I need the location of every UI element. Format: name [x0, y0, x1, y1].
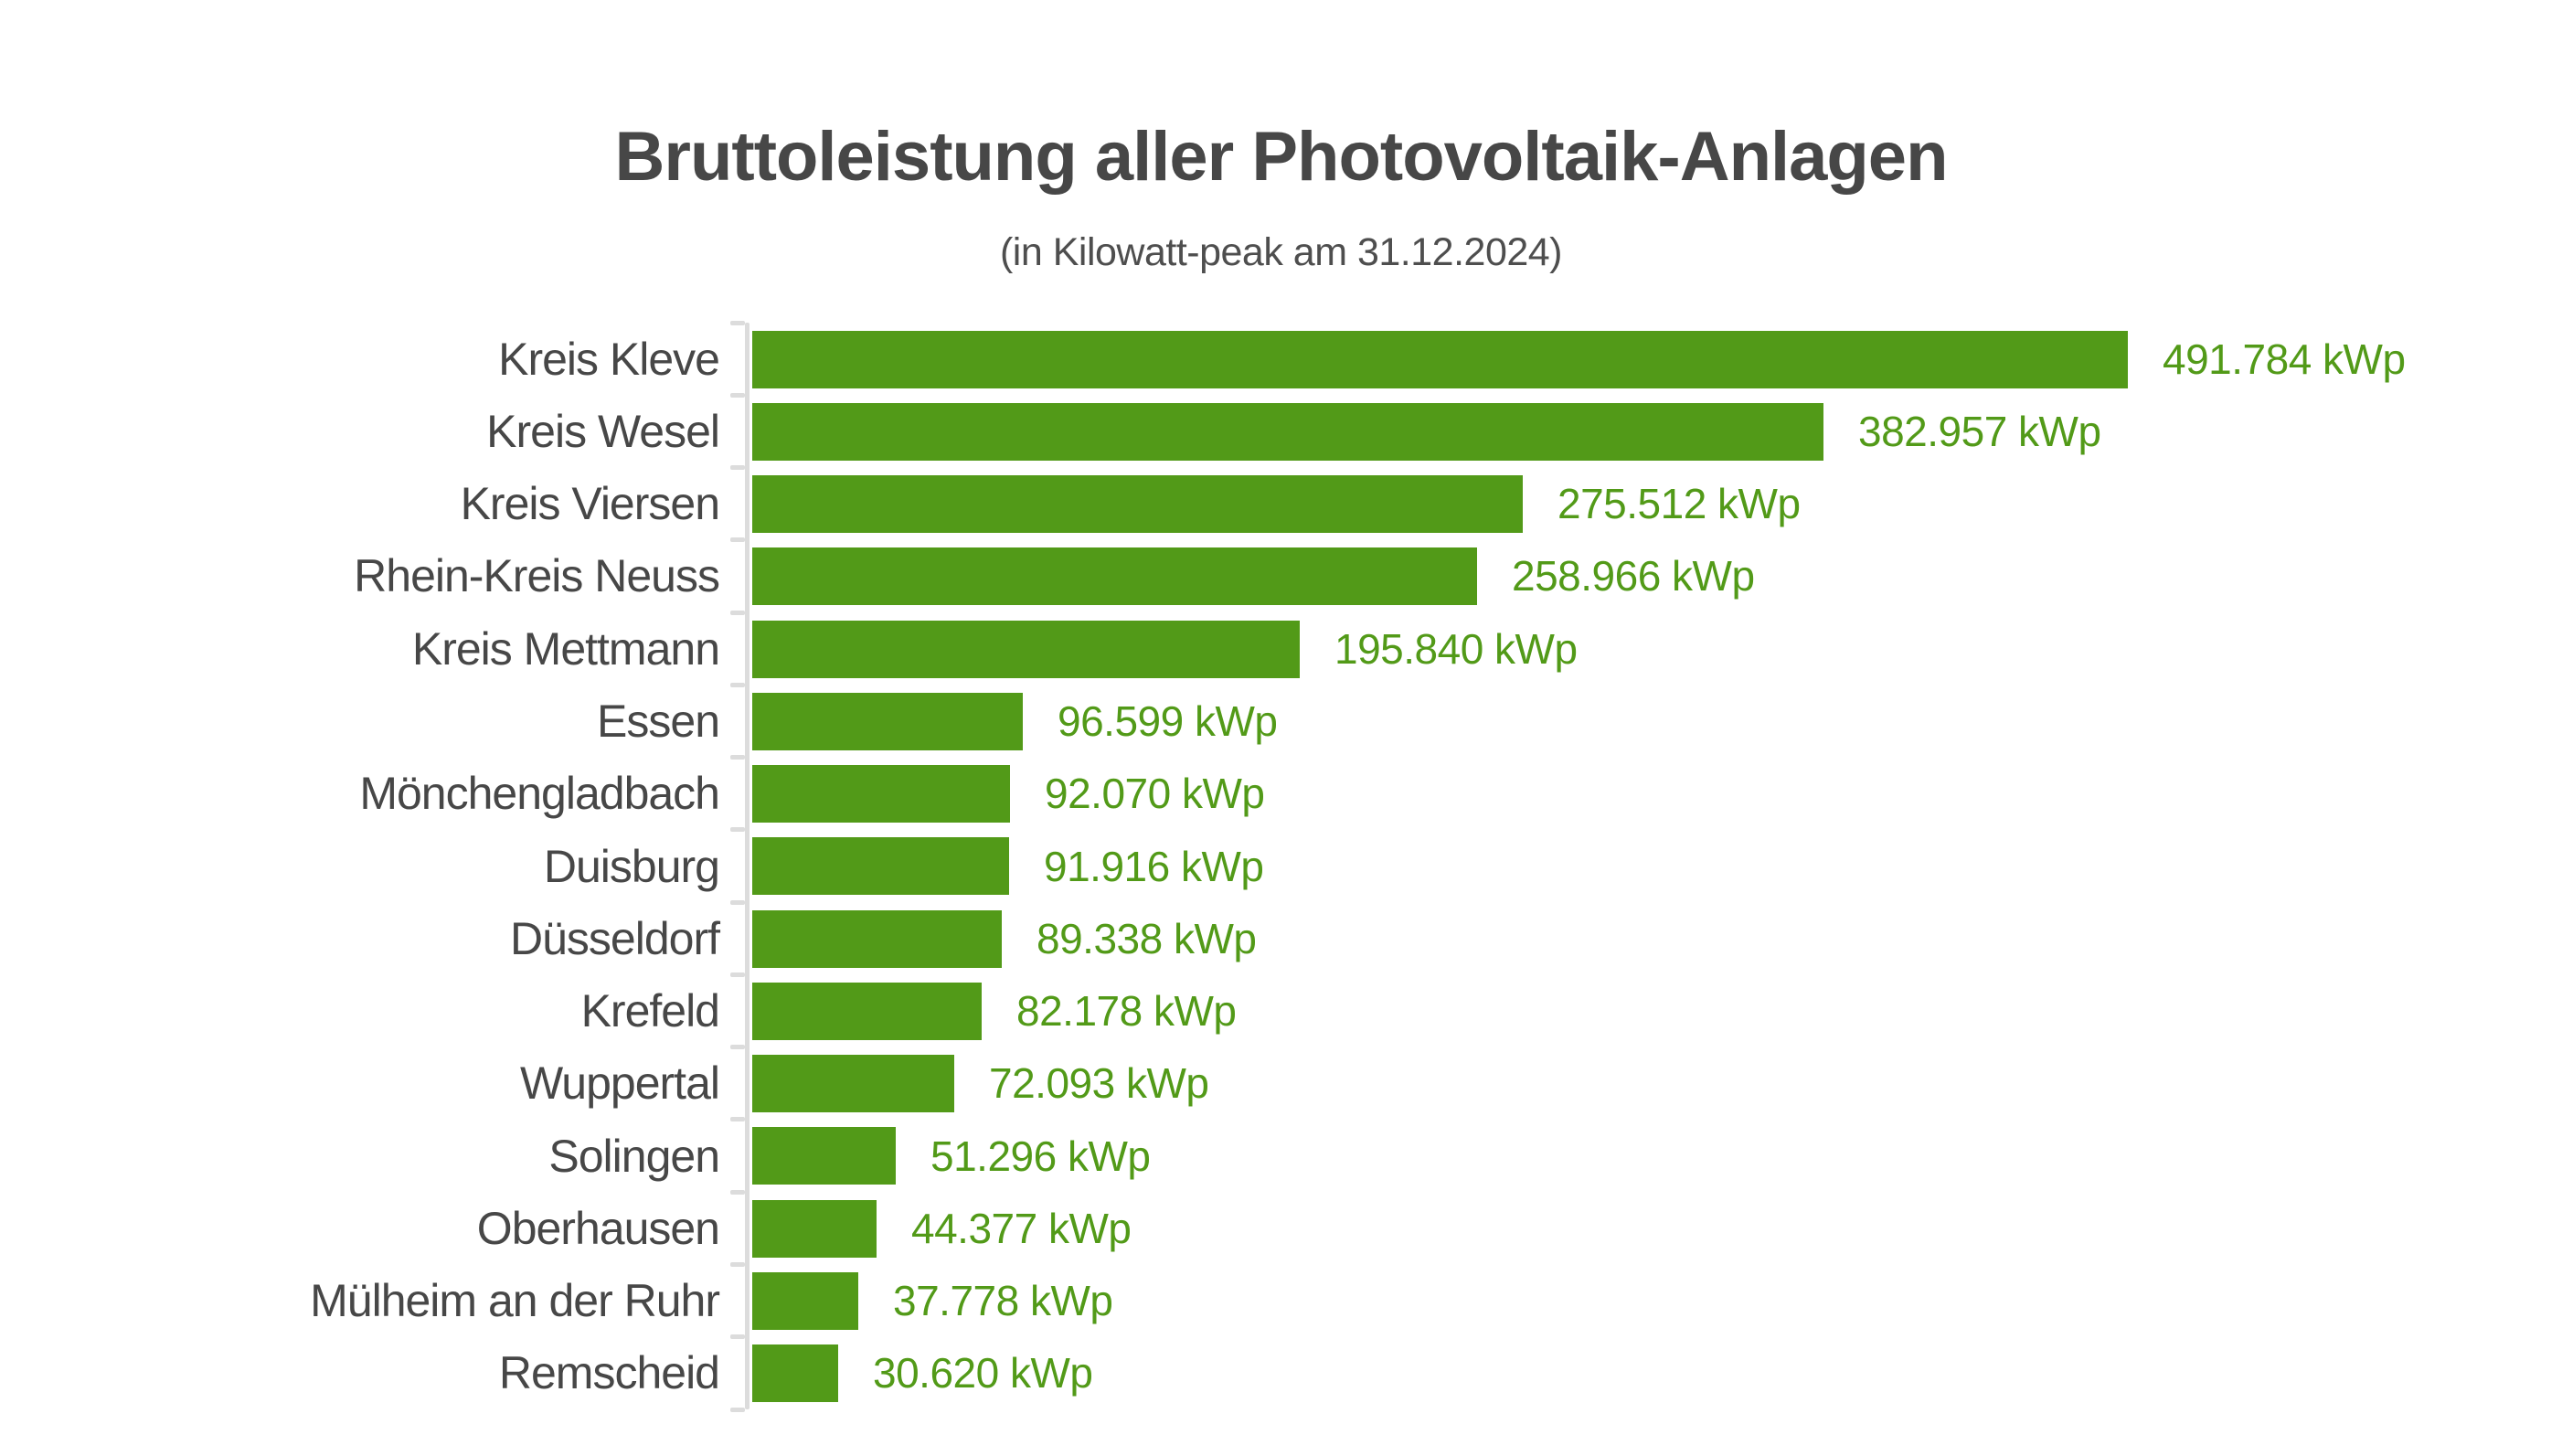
category-label: Kreis Kleve	[498, 333, 720, 385]
bar	[752, 547, 1477, 606]
bar	[752, 402, 1823, 461]
category-label: Mönchengladbach	[359, 768, 720, 820]
category-label: Rhein-Kreis Neuss	[354, 550, 720, 602]
axis-tick	[730, 1189, 745, 1195]
category-label: Duisburg	[543, 840, 720, 892]
category-label: Mülheim an der Ruhr	[310, 1275, 720, 1327]
value-label: 275.512 kWp	[1557, 480, 1801, 528]
value-label: 30.620 kWp	[873, 1349, 1093, 1398]
category-label: Essen	[597, 695, 720, 747]
category-label: Wuppertal	[520, 1057, 720, 1110]
value-label: 258.966 kWp	[1512, 552, 1755, 600]
bar	[752, 909, 1002, 968]
value-label: 89.338 kWp	[1036, 914, 1257, 962]
axis-tick	[730, 972, 745, 977]
bar	[752, 1344, 838, 1403]
category-label: Solingen	[548, 1130, 720, 1182]
axis-tick	[730, 610, 745, 615]
axis-tick	[730, 827, 745, 833]
category-label: Kreis Wesel	[486, 405, 720, 457]
category-label: Krefeld	[580, 985, 720, 1037]
bar	[752, 765, 1010, 824]
value-label: 195.840 kWp	[1334, 624, 1578, 673]
bar	[752, 692, 1023, 750]
bar	[752, 1272, 858, 1330]
axis-tick	[730, 682, 745, 687]
bar	[752, 1055, 954, 1113]
axis-tick	[730, 392, 745, 398]
bar	[752, 837, 1009, 896]
axis-tick	[730, 1334, 745, 1340]
category-label: Kreis Viersen	[460, 478, 720, 530]
axis-tick	[730, 1117, 745, 1122]
axis-tick	[730, 755, 745, 760]
category-label: Oberhausen	[476, 1202, 720, 1254]
axis-tick	[730, 320, 745, 325]
axis-tick	[730, 1045, 745, 1050]
axis-tick	[730, 465, 745, 471]
value-label: 91.916 kWp	[1044, 842, 1264, 890]
chart-title: Bruttoleistung aller Photovoltaik-Anlage…	[614, 118, 1949, 196]
value-label: 72.093 kWp	[989, 1059, 1209, 1108]
category-label: Kreis Mettmann	[411, 622, 720, 675]
axis-tick	[730, 899, 745, 905]
value-label: 96.599 kWp	[1058, 696, 1278, 745]
category-label: Düsseldorf	[510, 912, 720, 964]
axis-tick	[730, 537, 745, 543]
value-label: 92.070 kWp	[1045, 770, 1265, 818]
value-label: 382.957 kWp	[1858, 407, 2101, 455]
bar	[752, 982, 982, 1040]
value-label: 37.778 kWp	[893, 1277, 1113, 1325]
bar	[752, 330, 2128, 388]
bar	[752, 475, 1523, 534]
chart-subtitle: (in Kilowatt-peak am 31.12.2024)	[999, 230, 1563, 274]
value-label: 491.784 kWp	[2163, 335, 2406, 383]
bar	[752, 1199, 877, 1258]
value-label: 51.296 kWp	[930, 1132, 1151, 1180]
category-label: Remscheid	[498, 1347, 720, 1399]
axis-tick	[730, 1262, 745, 1267]
axis-tick	[730, 1407, 745, 1412]
value-label: 44.377 kWp	[911, 1204, 1132, 1252]
value-label: 82.178 kWp	[1016, 987, 1237, 1036]
y-axis-line	[745, 323, 749, 1410]
bar	[752, 620, 1300, 678]
bar	[752, 1127, 896, 1185]
